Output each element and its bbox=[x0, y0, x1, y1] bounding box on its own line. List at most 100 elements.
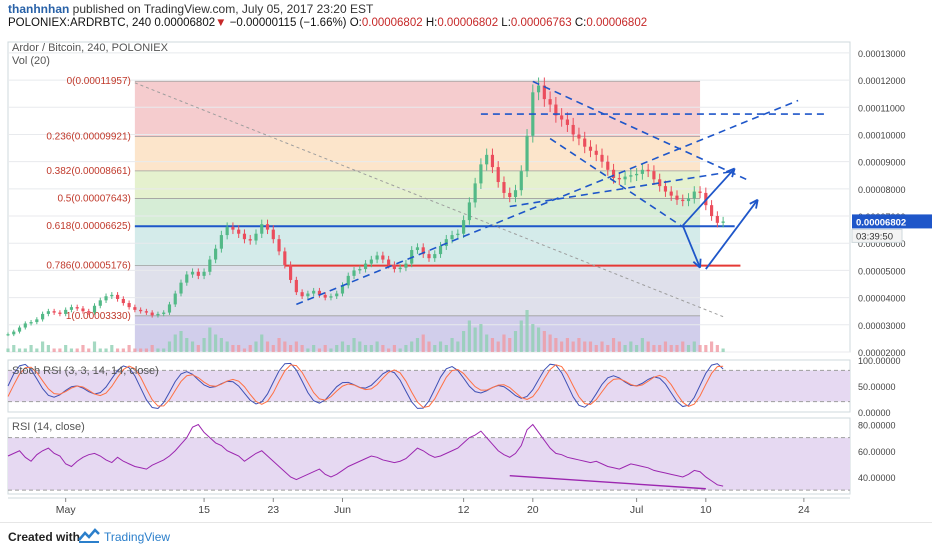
candle-body[interactable] bbox=[652, 171, 656, 180]
candle-body[interactable] bbox=[692, 191, 696, 199]
candle-body[interactable] bbox=[421, 247, 425, 255]
candle-body[interactable] bbox=[571, 124, 575, 135]
candle-body[interactable] bbox=[565, 119, 569, 125]
main-price-pane[interactable]: 0.00013000 0.00012000 0.00011000 0.00010000… bbox=[6, 41, 932, 358]
candle-body[interactable] bbox=[179, 282, 183, 294]
candle-body[interactable] bbox=[381, 255, 385, 260]
candle-body[interactable] bbox=[167, 304, 172, 313]
candle-body[interactable] bbox=[237, 229, 241, 234]
candle-body[interactable] bbox=[346, 275, 350, 286]
candle-body[interactable] bbox=[438, 245, 443, 255]
candle-body[interactable] bbox=[502, 182, 506, 193]
candle-body[interactable] bbox=[98, 300, 102, 306]
candle-body[interactable] bbox=[52, 311, 56, 313]
candle-body[interactable] bbox=[35, 319, 39, 323]
candle-body[interactable] bbox=[629, 175, 633, 177]
candle-body[interactable] bbox=[329, 296, 333, 298]
candle-body[interactable] bbox=[606, 161, 610, 170]
candle-body[interactable] bbox=[185, 274, 189, 283]
candle-body[interactable] bbox=[513, 190, 518, 197]
tradingview-brand[interactable]: TradingView bbox=[104, 530, 171, 544]
candle-body[interactable] bbox=[6, 334, 10, 336]
candle-body[interactable] bbox=[121, 298, 125, 304]
candle-body[interactable] bbox=[617, 177, 621, 180]
candle-body[interactable] bbox=[17, 327, 22, 332]
candle-body[interactable] bbox=[242, 233, 247, 240]
author-link[interactable]: thanhnhan bbox=[8, 2, 70, 16]
candle-body[interactable] bbox=[41, 313, 45, 320]
candle-body[interactable] bbox=[202, 271, 206, 276]
candle-body[interactable] bbox=[554, 104, 558, 116]
candle-body[interactable] bbox=[583, 138, 587, 147]
candle-body[interactable] bbox=[312, 290, 316, 294]
candle-body[interactable] bbox=[69, 307, 74, 310]
candle-body[interactable] bbox=[358, 269, 362, 271]
candle-body[interactable] bbox=[139, 309, 143, 312]
stoch-rsi-pane[interactable]: 100.00000 50.00000 0.00000 bbox=[7, 356, 901, 418]
candle-body[interactable] bbox=[58, 312, 62, 314]
candle-body[interactable] bbox=[594, 150, 598, 155]
candle-body[interactable] bbox=[260, 224, 264, 234]
candle-body[interactable] bbox=[473, 183, 477, 203]
candle-body[interactable] bbox=[115, 294, 120, 299]
candle-body[interactable] bbox=[669, 191, 673, 196]
candle-body[interactable] bbox=[254, 233, 258, 241]
candle-body[interactable] bbox=[104, 296, 108, 301]
candle-body[interactable] bbox=[375, 255, 379, 260]
candle-body[interactable] bbox=[133, 307, 137, 310]
candle-body[interactable] bbox=[640, 169, 644, 174]
candle-body[interactable] bbox=[317, 290, 322, 295]
candle-body[interactable] bbox=[12, 331, 16, 335]
candle-body[interactable] bbox=[150, 312, 154, 316]
candle-body[interactable] bbox=[508, 192, 512, 197]
candle-body[interactable] bbox=[560, 115, 564, 120]
candle-body[interactable] bbox=[190, 271, 195, 275]
candle-body[interactable] bbox=[635, 173, 639, 176]
candle-body[interactable] bbox=[467, 202, 471, 221]
candle-body[interactable] bbox=[623, 176, 627, 180]
rsi-pane[interactable]: 80.00000 60.00000 40.00000 bbox=[7, 417, 896, 495]
candle-body[interactable] bbox=[485, 154, 489, 165]
candle-body[interactable] bbox=[196, 271, 200, 276]
candle-body[interactable] bbox=[173, 293, 177, 305]
candle-body[interactable] bbox=[646, 169, 650, 172]
candle-body[interactable] bbox=[542, 85, 546, 100]
candle-body[interactable] bbox=[87, 311, 91, 313]
candle-body[interactable] bbox=[144, 311, 148, 313]
candle-body[interactable] bbox=[219, 235, 223, 249]
candle-body[interactable] bbox=[721, 221, 725, 223]
candle-body[interactable] bbox=[536, 85, 541, 93]
candle-body[interactable] bbox=[64, 309, 68, 314]
candle-body[interactable] bbox=[29, 322, 33, 324]
candle-body[interactable] bbox=[387, 259, 391, 265]
candle-body[interactable] bbox=[588, 146, 593, 151]
candle-body[interactable] bbox=[519, 171, 523, 191]
candle-body[interactable] bbox=[490, 154, 495, 168]
candle-body[interactable] bbox=[323, 294, 327, 298]
candle-body[interactable] bbox=[392, 264, 396, 270]
candle-body[interactable] bbox=[577, 134, 581, 139]
candle-body[interactable] bbox=[352, 270, 356, 276]
candle-body[interactable] bbox=[225, 226, 229, 236]
candle-body[interactable] bbox=[686, 198, 691, 202]
candle-body[interactable] bbox=[156, 313, 160, 316]
candle-body[interactable] bbox=[271, 229, 275, 240]
candle-body[interactable] bbox=[681, 199, 685, 202]
candle-body[interactable] bbox=[450, 235, 454, 240]
candle-body[interactable] bbox=[248, 239, 252, 241]
candle-body[interactable] bbox=[289, 264, 293, 280]
candle-body[interactable] bbox=[600, 154, 604, 162]
candle-body[interactable] bbox=[23, 323, 27, 328]
candle-body[interactable] bbox=[611, 169, 616, 178]
candle-body[interactable] bbox=[46, 311, 50, 314]
candle-body[interactable] bbox=[444, 239, 448, 246]
candle-body[interactable] bbox=[110, 294, 114, 297]
candle-body[interactable] bbox=[127, 303, 131, 308]
candle-body[interactable] bbox=[525, 135, 529, 172]
candle-body[interactable] bbox=[335, 293, 339, 297]
candle-body[interactable] bbox=[300, 292, 304, 297]
candle-body[interactable] bbox=[81, 308, 85, 312]
candle-body[interactable] bbox=[162, 312, 166, 314]
candle-body[interactable] bbox=[496, 167, 500, 183]
candle-body[interactable] bbox=[462, 220, 466, 234]
